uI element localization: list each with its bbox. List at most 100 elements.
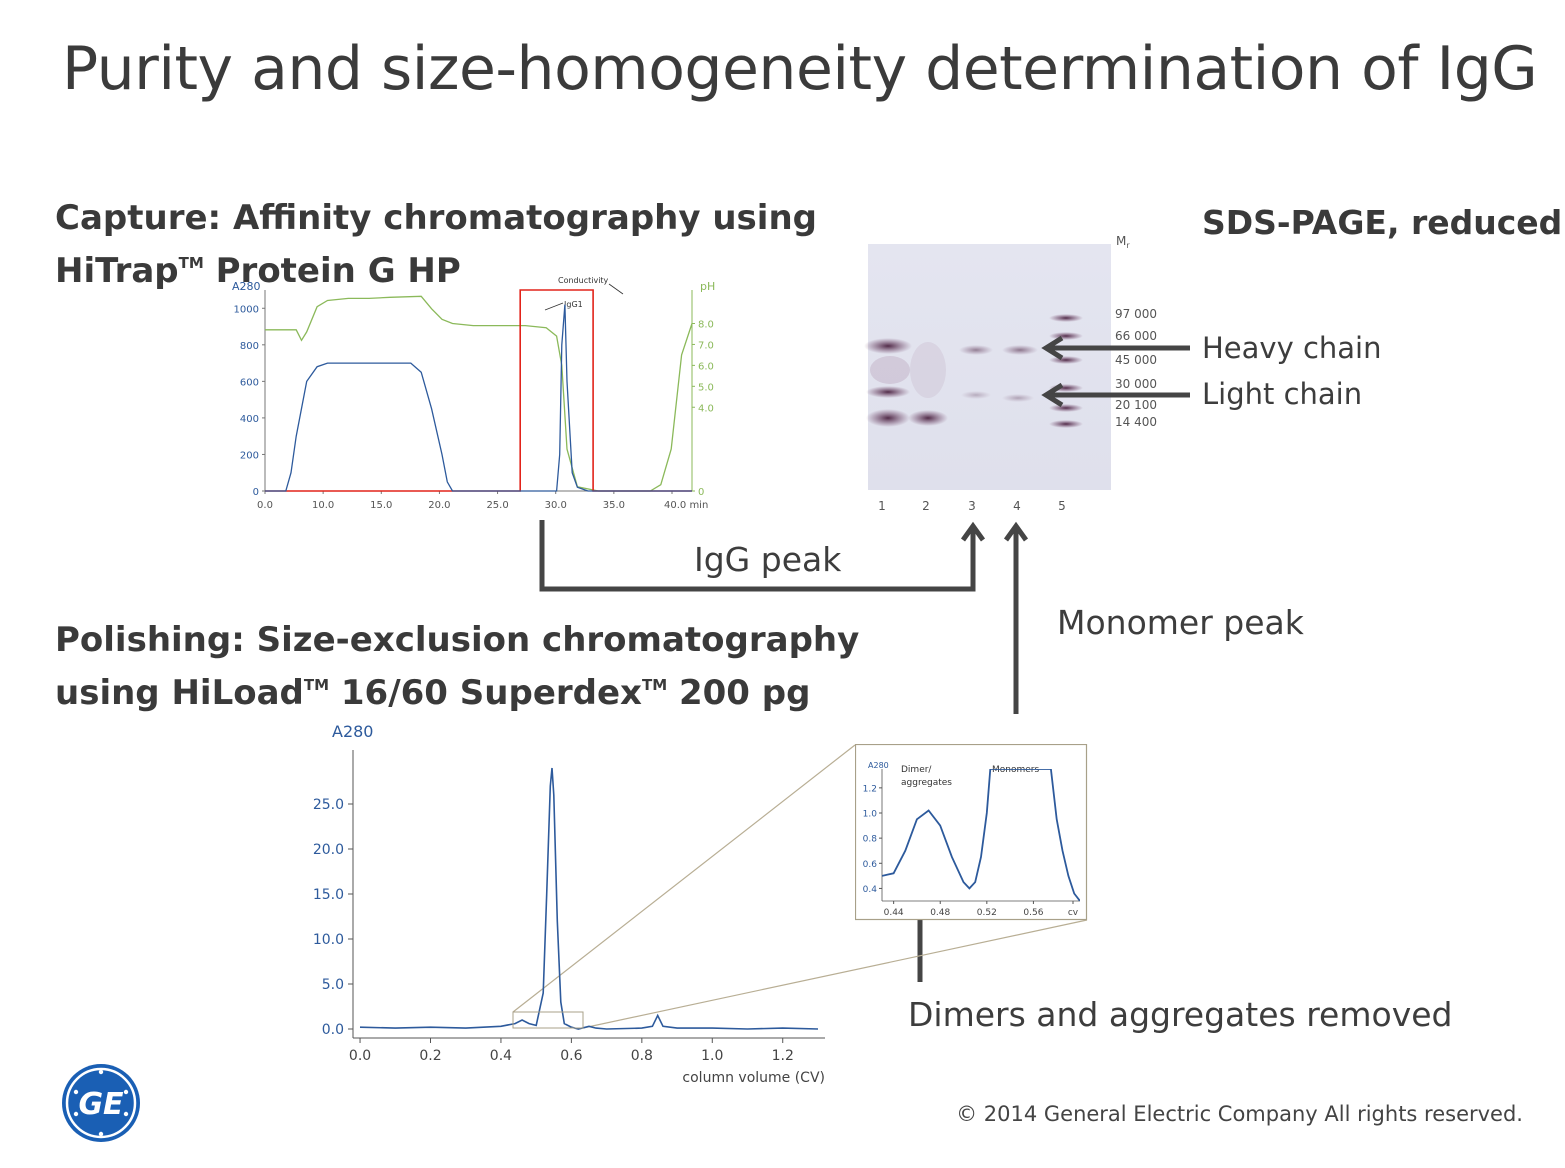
monomer-peak-label: Monomer peak (1057, 603, 1304, 642)
affinity-annotation-pointer (544, 302, 564, 311)
affinity-chart: 1000 800 600 400 200 0 8.0 7.0 6.0 5.0 4.0 0 0.0 10.0… (232, 276, 715, 511)
sec-chart: 25.0 20.0 15.0 10.0 5.0 0.0 0.0 0.2 0.4 0.6 0.8 1.0… (313, 722, 825, 1086)
sec-ytick-label: 0.0 (322, 1022, 344, 1038)
inset-xtick-label: 0.52 (977, 908, 997, 918)
sec-xtick-label: 0.8 (631, 1048, 653, 1064)
gel-band (864, 338, 912, 354)
gel-band (866, 409, 910, 427)
sec-ytick-label: 15.0 (313, 887, 344, 903)
gel-smear (910, 342, 946, 398)
copyright: © 2014 General Electric Company All righ… (956, 1102, 1523, 1126)
ge-logo: GE (62, 1064, 140, 1142)
monomer-peak-arrowhead (1003, 521, 1029, 542)
igg-peak-label: IgG peak (694, 540, 842, 579)
light-chain-label: Light chain (1202, 377, 1363, 411)
ladder-band (1049, 404, 1083, 412)
sec-ytick-label: 20.0 (313, 842, 344, 858)
gel-marker-label: 30 000 (1115, 377, 1157, 391)
inset-annotation-dimer: Dimer/ (901, 765, 932, 775)
gel-marker-label: 20 100 (1115, 398, 1157, 412)
sec-xtick-label: 0.4 (490, 1048, 512, 1064)
affinity-ytick-left-label: 800 (240, 341, 259, 352)
sec-xlabel: column volume (CV) (682, 1070, 825, 1086)
gel-smear (870, 356, 910, 384)
inset-axes: 1.2 1.0 0.8 0.6 0.4 0.44 0.48 0.52 0.56 cv A280 Dim… (863, 761, 1080, 918)
sec-ytick-label: 25.0 (313, 797, 344, 813)
inset-ytick-label: 0.6 (863, 860, 878, 870)
affinity-ylabel-right: pH (700, 280, 715, 293)
sds-title: SDS-PAGE, reduced (1202, 203, 1563, 242)
ladder-band (1049, 420, 1083, 428)
affinity-xtick-label: 25.0 (486, 500, 508, 511)
gel-lane-numbers: 1 2 3 4 5 (878, 499, 1066, 513)
inset-ytick-label: 1.2 (863, 784, 877, 794)
gel-marker-label: 97 000 (1115, 307, 1157, 321)
inset-ytick-label: 0.4 (863, 885, 878, 895)
sec-ylabel: A280 (332, 722, 373, 741)
inset-a280-line (882, 769, 1080, 901)
gel-band (1002, 345, 1038, 355)
affinity-xtick-label: 40.0 min (664, 500, 708, 511)
gel-lane-number: 4 (1013, 499, 1021, 513)
affinity-ytick-left-label: 200 (240, 450, 259, 461)
affinity-xtick-label: 15.0 (370, 500, 392, 511)
capture-heading-line1: Capture: Affinity chromatography using (55, 198, 817, 238)
affinity-xtick-label: 35.0 (603, 500, 625, 511)
sec-lines (359, 767, 819, 1030)
ge-logo-text: GE (78, 1087, 124, 1122)
gel-marker-label: 45 000 (1115, 353, 1157, 367)
gel-markers: 97 000 66 000 45 000 30 000 20 100 14 400 (1115, 307, 1157, 429)
affinity-annotation-conductivity: Conductivity (558, 276, 609, 285)
polishing-heading-line1: Polishing: Size-exclusion chromatography (55, 620, 860, 660)
sec-ytick-label: 5.0 (322, 977, 344, 993)
gel-band (1002, 394, 1034, 402)
affinity-ytick-left-label: 600 (240, 377, 259, 388)
inset-lines (882, 769, 1080, 901)
dimers-removed-label: Dimers and aggregates removed (908, 995, 1453, 1034)
inset-chart: 1.2 1.0 0.8 0.6 0.4 0.44 0.48 0.52 0.56 cv A280 Dim… (855, 744, 1088, 921)
gel-band (961, 391, 991, 399)
heavy-chain-arrowhead (1041, 335, 1064, 361)
affinity-xtick-label: 30.0 (545, 500, 567, 511)
inset-ytick-label: 1.0 (863, 810, 878, 820)
gel-lane-number: 2 (922, 499, 930, 513)
zoom-guide-line (512, 744, 856, 1013)
ladder-band (1049, 314, 1083, 322)
affinity-ytick-right-label: 6.0 (698, 361, 714, 372)
page-title: Purity and size-homogeneity determinatio… (62, 34, 1538, 104)
gel-lane-number: 5 (1058, 499, 1066, 513)
affinity-ytick-right-label: 0 (698, 487, 704, 498)
inset-xtick-label: cv (1068, 908, 1079, 918)
capture-heading: Capture: Affinity chromatography using H… (55, 196, 817, 294)
sec-xtick-label: 0.2 (419, 1048, 441, 1064)
heavy-chain-label: Heavy chain (1202, 331, 1382, 365)
inset-ytick-label: 0.8 (863, 835, 878, 845)
inset-annotation-aggregates: aggregates (901, 778, 952, 788)
gel-background (868, 244, 1111, 490)
igg-peak-arrowhead (960, 521, 986, 542)
affinity-xtick-label: 10.0 (312, 500, 334, 511)
affinity-lines (265, 289, 693, 492)
affinity-ytick-left-label: 1000 (234, 304, 259, 315)
sec-axes: 25.0 20.0 15.0 10.0 5.0 0.0 0.0 0.2 0.4 0.6 0.8 1.0… (313, 722, 825, 1086)
zoom-box (512, 1011, 584, 1029)
sec-xtick-label: 0.0 (349, 1048, 371, 1064)
sec-xtick-label: 1.2 (772, 1048, 794, 1064)
affinity-annotation-igg1: IgG1 (564, 300, 583, 309)
inset-ylabel: A280 (868, 761, 889, 770)
gel-lane-number: 1 (878, 499, 886, 513)
inset-xtick-label: 0.44 (884, 908, 904, 918)
sec-ytick-label: 10.0 (313, 932, 344, 948)
zoom-guide-line (582, 919, 1088, 1029)
gel-band (908, 410, 948, 426)
inset-frame (855, 744, 1088, 921)
affinity-ytick-right-label: 5.0 (698, 382, 714, 393)
gel-band (959, 345, 993, 355)
sec-xtick-label: 1.0 (701, 1048, 723, 1064)
affinity-ytick-right-label: 8.0 (698, 320, 714, 331)
polishing-heading-line2: using HiLoadTM 16/60 SuperdexTM 200 pg (55, 673, 811, 713)
inset-xtick-label: 0.56 (1023, 908, 1043, 918)
gel-lane-number: 3 (968, 499, 976, 513)
gel-band (866, 386, 910, 398)
